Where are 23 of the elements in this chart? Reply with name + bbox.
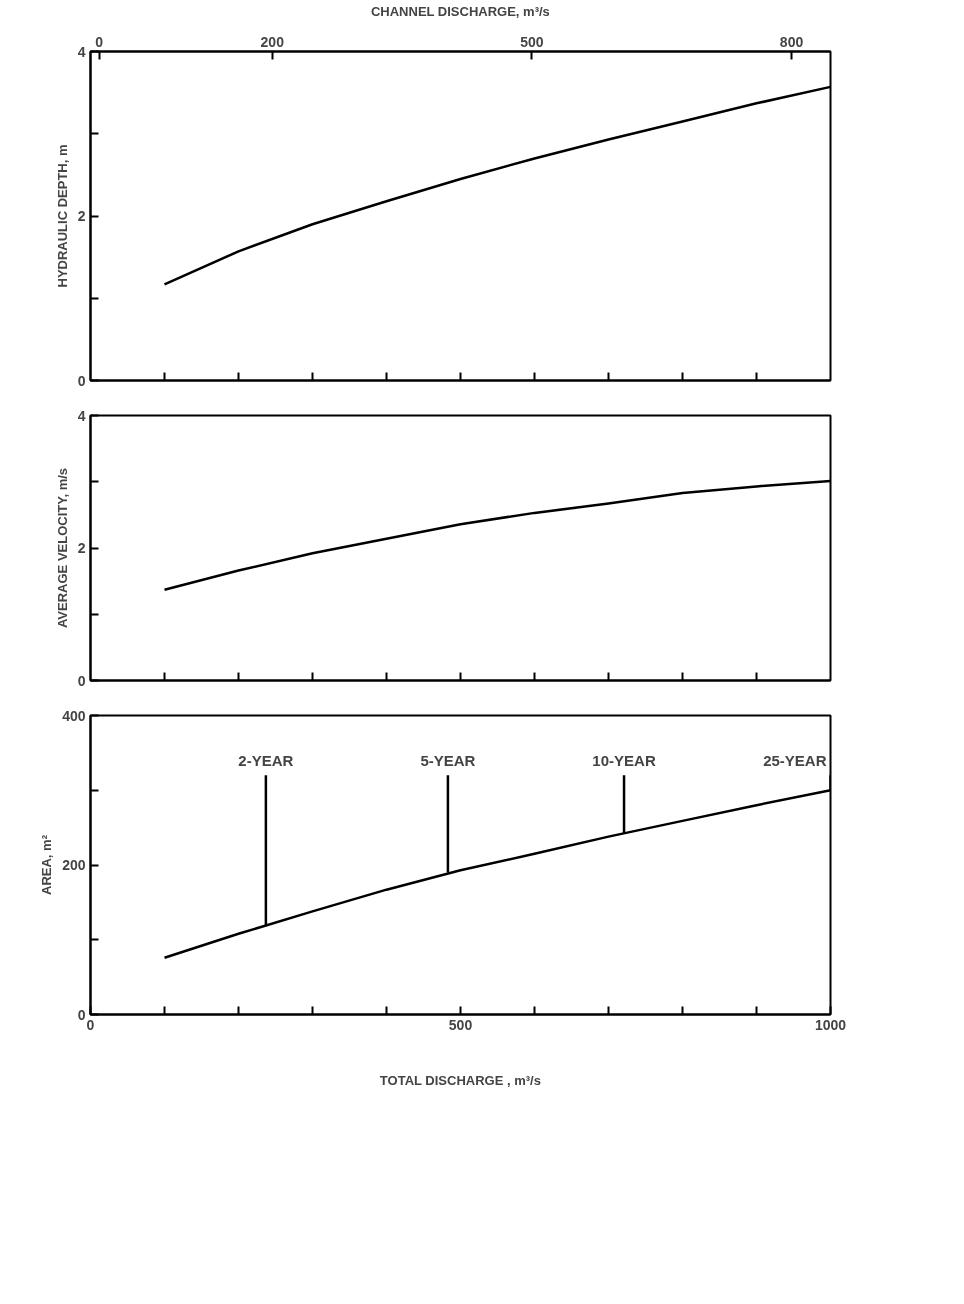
y-axis-title: AVERAGE VELOCITY, m/s xyxy=(54,467,70,629)
y-tick-label: 4 xyxy=(77,43,86,60)
y-tick-label: 400 xyxy=(62,707,86,724)
annotation: 2-YEAR xyxy=(238,752,294,770)
annotation: 5-YEAR xyxy=(420,752,476,770)
y-tick-label: 4 xyxy=(77,407,86,424)
y-tick-label: 200 xyxy=(62,857,86,873)
annotation: 25-YEAR xyxy=(763,752,827,770)
x2-tick-label: 0 xyxy=(95,33,104,50)
x2-axis-title: CHANNEL DISCHARGE, m³/s xyxy=(370,3,550,19)
y-tick-label: 0 xyxy=(77,372,86,389)
y-tick-label: 0 xyxy=(77,672,86,689)
y-tick-label: 2 xyxy=(77,208,86,224)
x2-tick-label: 800 xyxy=(779,33,804,50)
annotation: 10-YEAR xyxy=(592,752,656,770)
y-axis-title: HYDRAULIC DEPTH, m xyxy=(54,144,70,288)
x-tick-label: 500 xyxy=(448,1016,473,1033)
x2-tick-label: 500 xyxy=(520,33,544,50)
x-axis-title: TOTAL DISCHARGE , m³/s xyxy=(379,1072,541,1088)
x-tick-label: 1000 xyxy=(814,1016,847,1033)
x2-tick-label: 200 xyxy=(260,33,285,50)
y-axis-title: AREA, m² xyxy=(39,834,55,895)
y-tick-label: 2 xyxy=(77,540,86,556)
